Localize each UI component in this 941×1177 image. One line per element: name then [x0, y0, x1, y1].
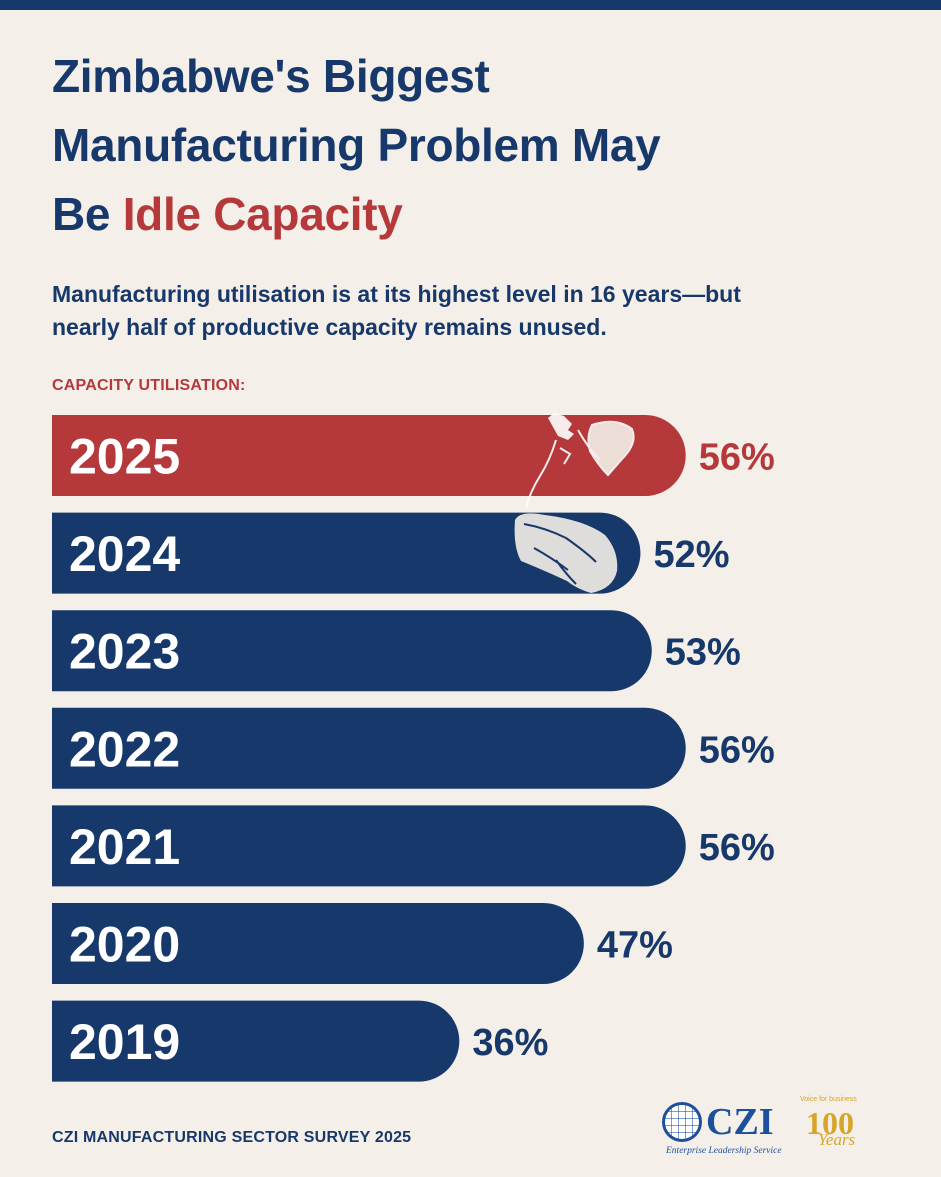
- bar-2024: [52, 512, 641, 594]
- bar-value-label-2021: 56%: [699, 827, 775, 869]
- title-line-2: Manufacturing Problem May: [52, 119, 661, 171]
- bar-category-label-2025: 2025: [69, 429, 180, 485]
- czi-logo-tagline: Enterprise Leadership Service: [666, 1146, 782, 1156]
- bar-value-label-2020: 47%: [597, 925, 673, 967]
- subtitle: Manufacturing utilisation is at its high…: [52, 278, 912, 344]
- bar-value-label-2023: 53%: [665, 632, 741, 674]
- centenary-logo-tagline: Voice for business: [800, 1096, 857, 1103]
- title-accent: Idle Capacity: [122, 188, 403, 240]
- bar-value-label-2019: 36%: [472, 1022, 548, 1064]
- bar-2020: [52, 903, 584, 985]
- czi-logo: CZI Enterprise Leadership Service: [660, 1098, 790, 1160]
- bar-2022: [52, 707, 686, 789]
- title-line-1: Zimbabwe's Biggest: [52, 50, 490, 102]
- chart-axis-label: CAPACITY UTILISATION:: [52, 377, 246, 394]
- footer-source: CZI MANUFACTURING SECTOR SURVEY 2025: [52, 1129, 412, 1146]
- title-line-3-prefix: Be: [52, 188, 123, 240]
- bar-2025: [52, 415, 686, 496]
- title-line-3: Be Idle Capacity: [52, 180, 912, 249]
- subtitle-line-2: nearly half of productive capacity remai…: [52, 314, 607, 340]
- bar-value-label-2022: 56%: [699, 729, 775, 771]
- bar-value-label-2025: 56%: [699, 437, 775, 479]
- czi-logo-name: CZI: [706, 1101, 774, 1143]
- bar-2019: [52, 1000, 460, 1082]
- subtitle-line-1: Manufacturing utilisation is at its high…: [52, 281, 741, 307]
- bar-2021: [52, 805, 686, 887]
- bar-2023: [52, 610, 652, 692]
- centenary-logo-word: Years: [818, 1130, 856, 1149]
- bar-category-label-2024: 2024: [69, 526, 180, 582]
- top-accent-strip: [0, 0, 941, 10]
- globe-icon: [662, 1102, 702, 1142]
- bar-category-label-2022: 2022: [69, 721, 180, 777]
- hand-silhouette-illustration: [514, 413, 635, 593]
- bar-value-label-2024: 52%: [653, 534, 729, 576]
- page-title: Zimbabwe's Biggest Manufacturing Problem…: [52, 42, 912, 249]
- bar-category-label-2023: 2023: [69, 624, 180, 680]
- centenary-logo: Voice for business 100 Years: [800, 1096, 864, 1160]
- bar-category-label-2019: 2019: [69, 1014, 180, 1070]
- bar-category-label-2020: 2020: [69, 917, 180, 973]
- bar-category-label-2021: 2021: [69, 819, 180, 875]
- centenary-logo-number: 100: [806, 1105, 854, 1141]
